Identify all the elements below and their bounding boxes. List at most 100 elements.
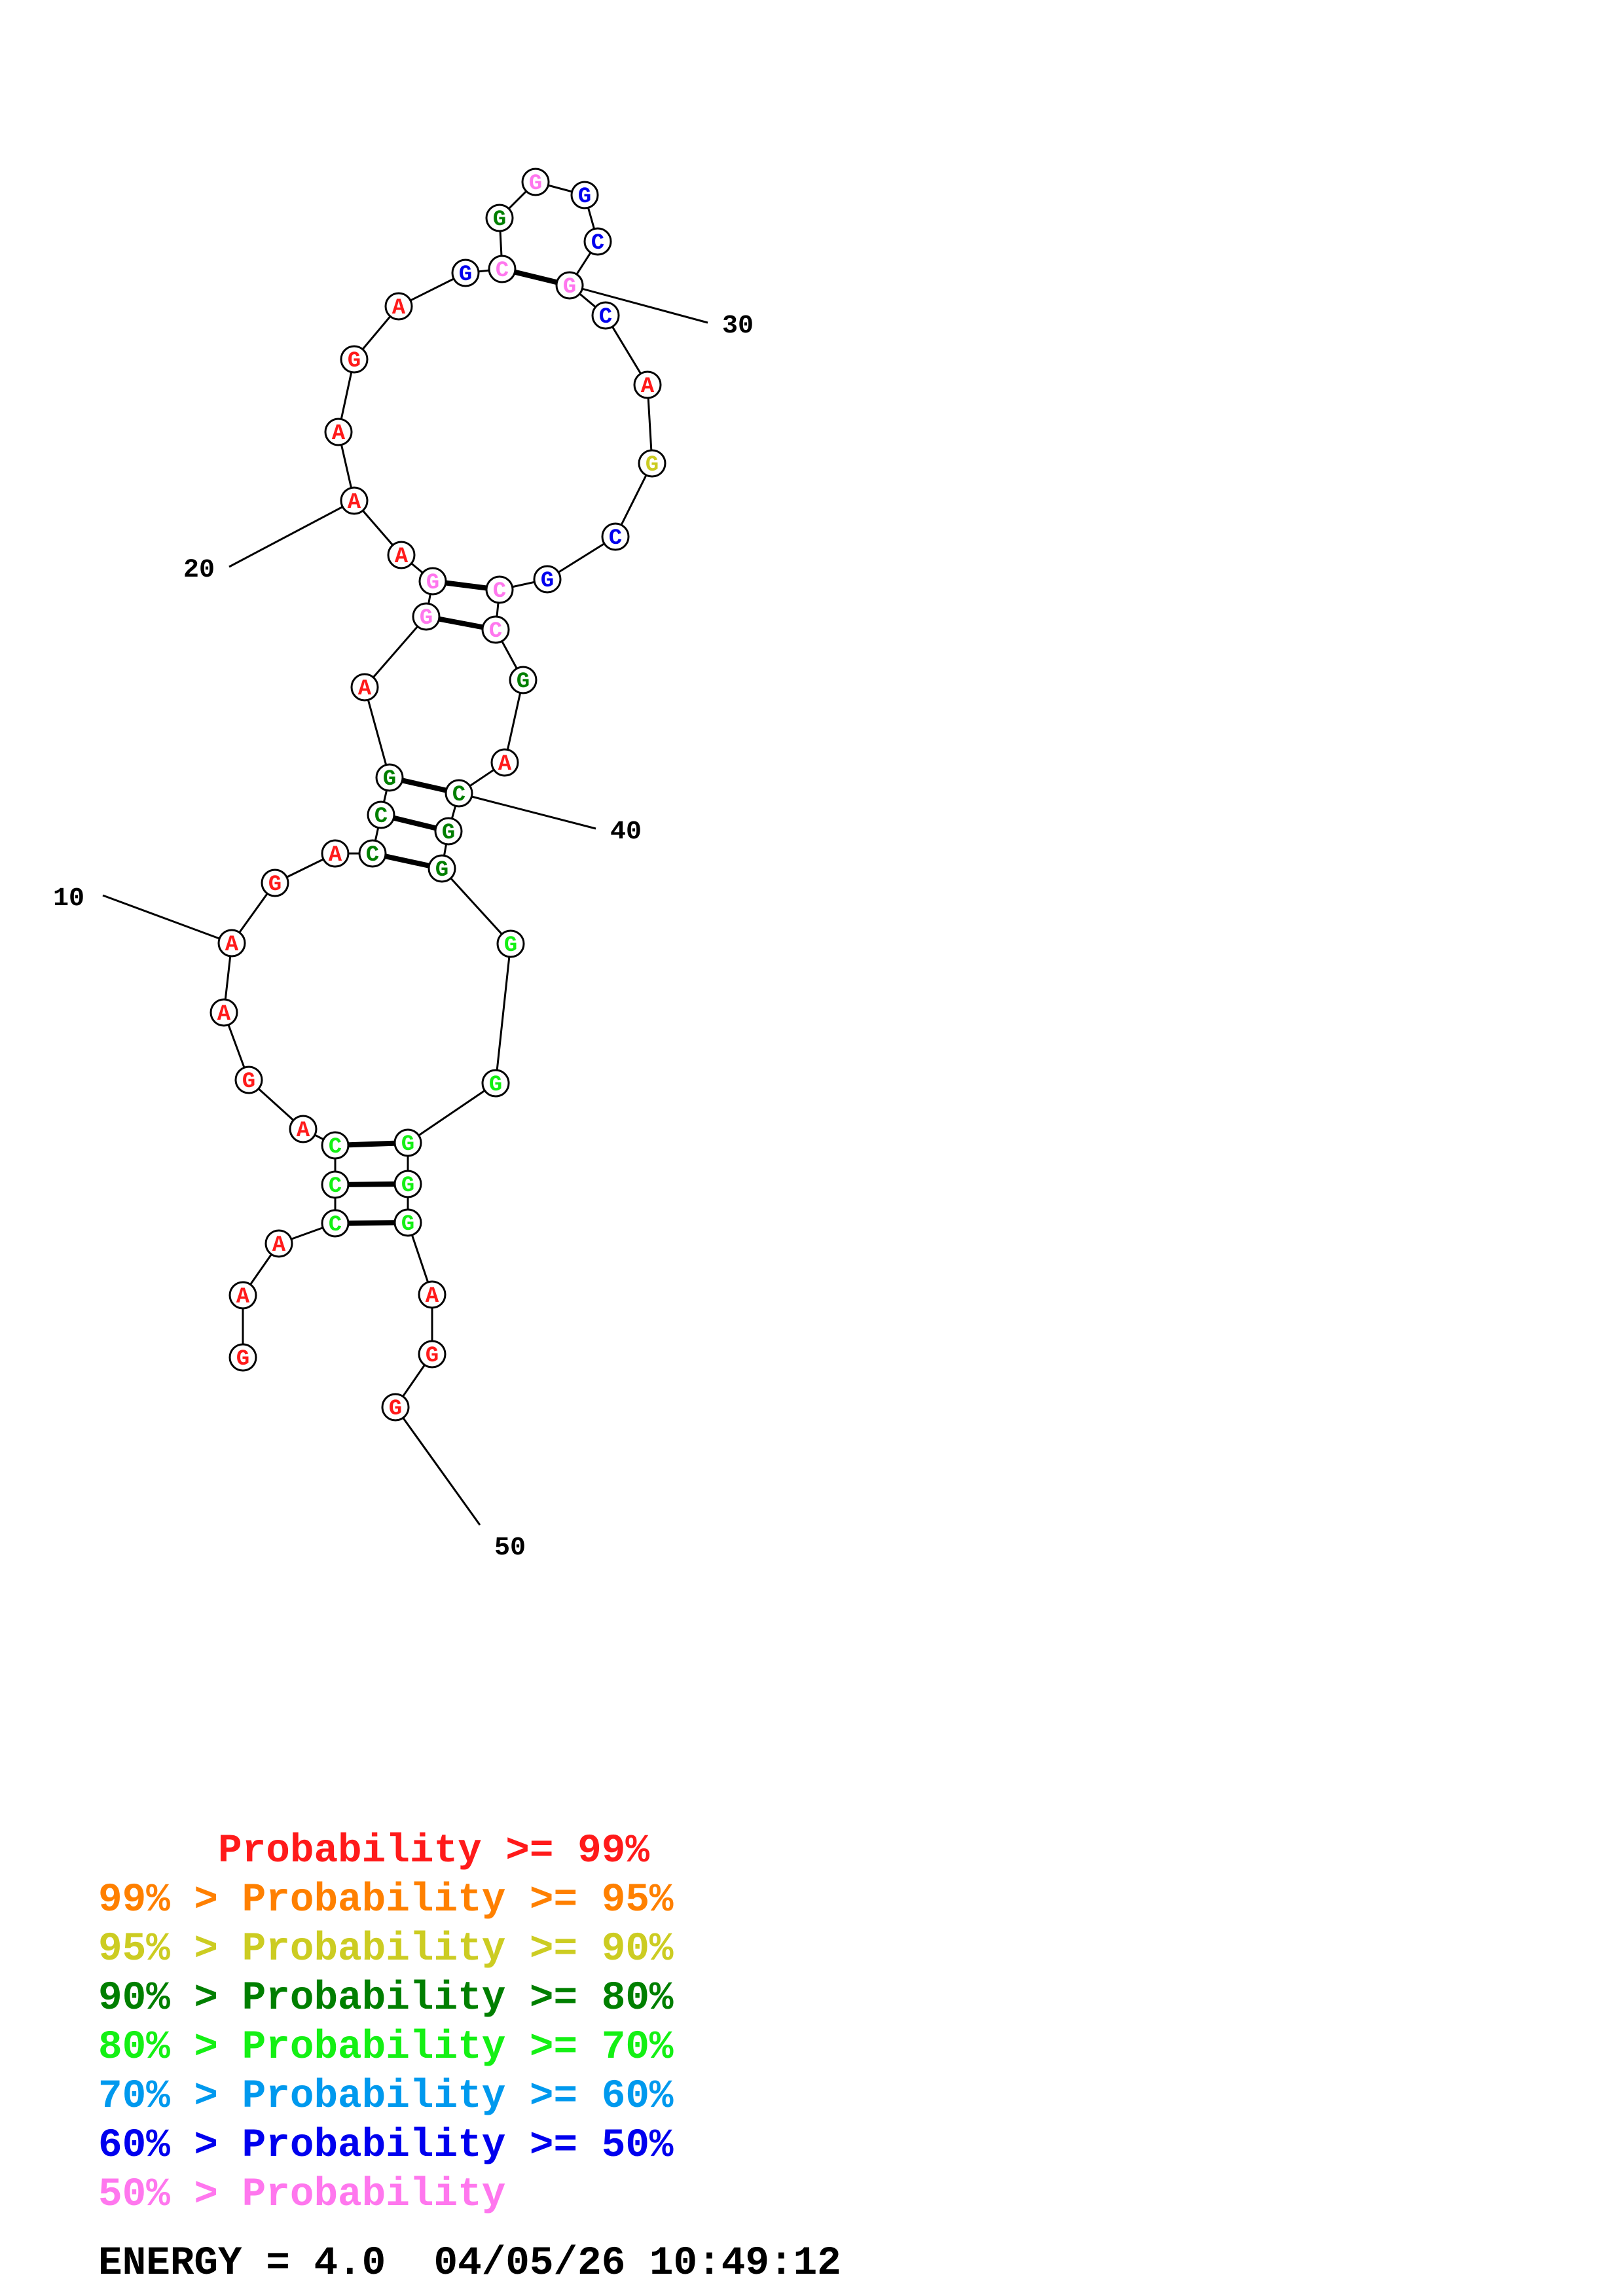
nucleotide: G <box>434 817 463 846</box>
svg-text:G: G <box>426 1344 439 1369</box>
backbone-link <box>363 616 428 688</box>
svg-text:G: G <box>529 171 542 196</box>
nucleotide: G <box>340 345 369 374</box>
nucleotide: A <box>210 998 238 1027</box>
nucleotide: G <box>481 1069 510 1098</box>
svg-text:G: G <box>383 767 396 792</box>
nucleotide: A <box>217 929 246 958</box>
svg-text:C: C <box>366 843 379 868</box>
svg-text:G: G <box>517 670 530 694</box>
nucleotide: G <box>228 1343 257 1372</box>
svg-text:G: G <box>459 262 472 287</box>
backbone-link <box>494 943 512 1084</box>
svg-text:C: C <box>452 783 465 808</box>
svg-text:C: C <box>374 804 388 829</box>
svg-text:G: G <box>401 1212 414 1237</box>
svg-text:G: G <box>435 858 448 883</box>
nucleotide: A <box>387 541 416 569</box>
nucleotide: G <box>375 763 404 792</box>
backbone-link <box>503 679 524 763</box>
svg-text:G: G <box>401 1174 414 1198</box>
svg-text:G: G <box>420 606 433 631</box>
nucleotide: A <box>418 1280 447 1309</box>
svg-text:G: G <box>236 1347 249 1372</box>
svg-text:G: G <box>646 453 659 478</box>
position-label-leader <box>569 284 708 324</box>
svg-text:C: C <box>599 305 612 330</box>
nucleotide: G <box>485 204 514 232</box>
svg-text:G: G <box>426 571 439 596</box>
nucleotide: G <box>428 854 456 883</box>
position-label-leader <box>458 792 596 830</box>
backbone-link <box>407 1082 496 1144</box>
nucleotide: G <box>418 1340 447 1369</box>
position-label: 30 <box>722 312 754 341</box>
svg-text:G: G <box>504 933 517 958</box>
nucleotide: G <box>496 929 525 958</box>
legend-entry: 70% > Probability >= 60% <box>98 2074 674 2119</box>
nucleotide: G <box>412 602 441 631</box>
backbone-link <box>441 867 512 945</box>
nucleotide: A <box>264 1229 293 1258</box>
svg-text:A: A <box>358 677 372 702</box>
nucleotide: A <box>289 1115 318 1143</box>
nucleotide: C <box>321 1131 350 1160</box>
position-label: 20 <box>183 556 215 585</box>
svg-text:A: A <box>348 490 361 515</box>
position-label-leader <box>102 894 232 944</box>
nucleotide: A <box>324 418 353 446</box>
nucleotide: G <box>638 449 666 478</box>
svg-text:A: A <box>297 1119 310 1143</box>
svg-text:A: A <box>498 752 512 777</box>
svg-text:G: G <box>493 207 506 232</box>
nucleotide: C <box>583 227 612 256</box>
legend-entry: 99% > Probability >= 95% <box>98 1878 674 1923</box>
nucleotide: G <box>555 271 584 300</box>
nucleotide: A <box>490 748 519 777</box>
svg-text:C: C <box>489 619 502 644</box>
nucleotide: C <box>358 839 387 868</box>
legend-entry: 90% > Probability >= 80% <box>98 1976 674 2021</box>
svg-text:A: A <box>272 1233 286 1258</box>
svg-text:C: C <box>496 259 509 283</box>
nucleotide: C <box>321 1209 350 1238</box>
nucleotide: C <box>321 1170 350 1199</box>
legend-entry: 50% > Probability <box>98 2172 506 2217</box>
svg-text:G: G <box>489 1073 502 1098</box>
legend-entry: 80% > Probability >= 70% <box>98 2025 674 2070</box>
nucleotide: G <box>451 259 480 287</box>
nucleotide: G <box>381 1393 410 1422</box>
svg-text:A: A <box>236 1285 250 1310</box>
nucleotide: G <box>234 1066 263 1094</box>
svg-text:C: C <box>329 1174 342 1199</box>
svg-text:A: A <box>217 1002 231 1027</box>
svg-text:G: G <box>401 1132 414 1157</box>
svg-text:C: C <box>591 231 604 256</box>
nucleotide: A <box>633 370 662 399</box>
nucleotide: C <box>367 800 395 829</box>
svg-text:G: G <box>389 1397 402 1422</box>
svg-text:C: C <box>329 1135 342 1160</box>
legend-entry: Probability >= 99% <box>98 1829 649 1874</box>
svg-text:C: C <box>493 579 506 604</box>
nucleotide: C <box>601 522 630 551</box>
position-label-leader <box>394 1407 481 1526</box>
svg-text:G: G <box>268 872 282 897</box>
svg-text:A: A <box>329 843 342 868</box>
nucleotide: C <box>485 575 514 604</box>
nucleotide: A <box>340 486 369 515</box>
svg-text:G: G <box>242 1069 255 1094</box>
nucleotide: C <box>591 301 620 330</box>
nucleotide: C <box>488 255 517 283</box>
svg-text:G: G <box>442 821 455 846</box>
nucleotide: C <box>445 779 473 808</box>
nucleotide: G <box>393 1170 422 1198</box>
nucleotide: G <box>418 567 447 596</box>
svg-text:C: C <box>329 1213 342 1238</box>
nucleotide: A <box>350 673 379 702</box>
svg-text:A: A <box>395 545 409 569</box>
position-label-leader <box>228 499 355 568</box>
svg-text:G: G <box>563 275 576 300</box>
nucleotide: A <box>384 292 413 321</box>
svg-text:A: A <box>392 296 406 321</box>
